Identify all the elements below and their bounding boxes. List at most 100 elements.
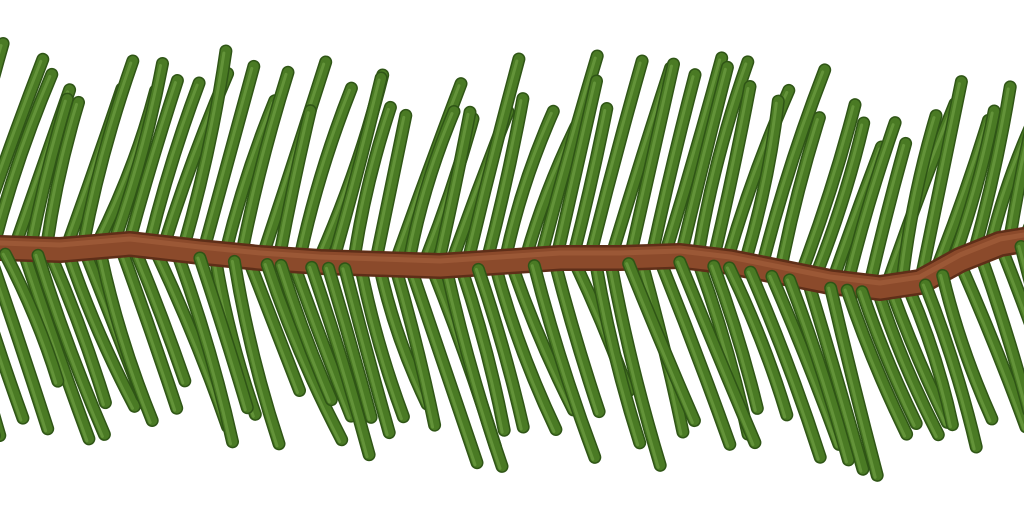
needle (0, 286, 48, 433)
needle (117, 245, 182, 414)
needle (0, 249, 63, 387)
needle (276, 260, 337, 405)
needle (676, 260, 755, 447)
needle (262, 259, 347, 445)
lower-needle-row (0, 243, 1024, 476)
needle (46, 250, 111, 408)
needle (858, 290, 916, 427)
needle (406, 266, 482, 468)
needle (957, 264, 1024, 431)
needle (130, 245, 190, 386)
needle (747, 270, 820, 461)
stem-stroke (0, 229, 1024, 299)
needle (492, 266, 556, 433)
needle (678, 67, 727, 254)
needle (866, 143, 906, 285)
needle (796, 99, 860, 278)
needle (308, 265, 369, 459)
needle (997, 244, 1024, 321)
needle (740, 96, 784, 267)
needle (745, 267, 826, 463)
needle (830, 147, 881, 280)
needle (289, 261, 357, 422)
needle (441, 266, 507, 472)
needle (977, 255, 1024, 408)
needle (173, 250, 238, 447)
needle (805, 282, 863, 473)
needle (482, 93, 528, 264)
needle (375, 265, 432, 409)
needle (530, 264, 595, 461)
needle (917, 82, 961, 279)
needle (79, 61, 133, 246)
needle (552, 76, 602, 260)
needle (146, 83, 199, 244)
needle (19, 249, 94, 444)
needle (110, 64, 162, 243)
needle (538, 56, 597, 257)
needle (657, 261, 730, 448)
needle (350, 107, 390, 261)
stem-stroke (0, 232, 1024, 286)
needle (786, 278, 848, 464)
needle (1006, 145, 1024, 240)
needle (391, 265, 440, 431)
needle (904, 284, 958, 430)
needle (405, 112, 454, 263)
needle (131, 249, 185, 385)
needle (887, 287, 953, 428)
front-needle-row (0, 240, 1024, 482)
needle (976, 252, 1024, 413)
needle (625, 59, 679, 259)
needle (433, 107, 475, 267)
needle (803, 278, 868, 475)
needle (606, 259, 666, 471)
needle (1004, 137, 1024, 244)
needle (1, 252, 58, 385)
needle (710, 264, 757, 412)
needle (180, 51, 226, 248)
needle (64, 250, 140, 412)
needle (222, 101, 275, 253)
needle (392, 269, 435, 429)
branch-stem (0, 227, 1024, 301)
needle (328, 73, 387, 264)
needle (491, 263, 561, 435)
needle (0, 59, 43, 175)
needle (842, 285, 912, 440)
needle (0, 269, 53, 434)
needle (464, 59, 519, 262)
needle (551, 262, 599, 416)
needle (509, 265, 573, 414)
needle (898, 116, 936, 283)
needle (888, 290, 947, 426)
needle (570, 109, 607, 256)
needle (843, 288, 907, 438)
needle (178, 46, 231, 252)
needle (592, 262, 640, 447)
needle (916, 76, 967, 283)
needle (458, 269, 504, 434)
needle (296, 88, 351, 259)
needle (969, 81, 1016, 256)
needle (356, 264, 409, 422)
needle (339, 263, 395, 438)
needle (627, 64, 673, 256)
needle (0, 354, 23, 422)
needle (357, 267, 403, 421)
needle (709, 81, 755, 262)
needle (372, 115, 406, 262)
needle (27, 99, 67, 247)
needle (741, 101, 778, 263)
needle (341, 267, 389, 437)
needle (507, 262, 579, 415)
needle (932, 120, 988, 271)
needle (21, 253, 89, 443)
needle (196, 256, 247, 412)
needle (949, 111, 994, 262)
needle (174, 254, 232, 446)
needle (244, 258, 305, 396)
needle (710, 87, 750, 258)
needle (408, 269, 477, 467)
